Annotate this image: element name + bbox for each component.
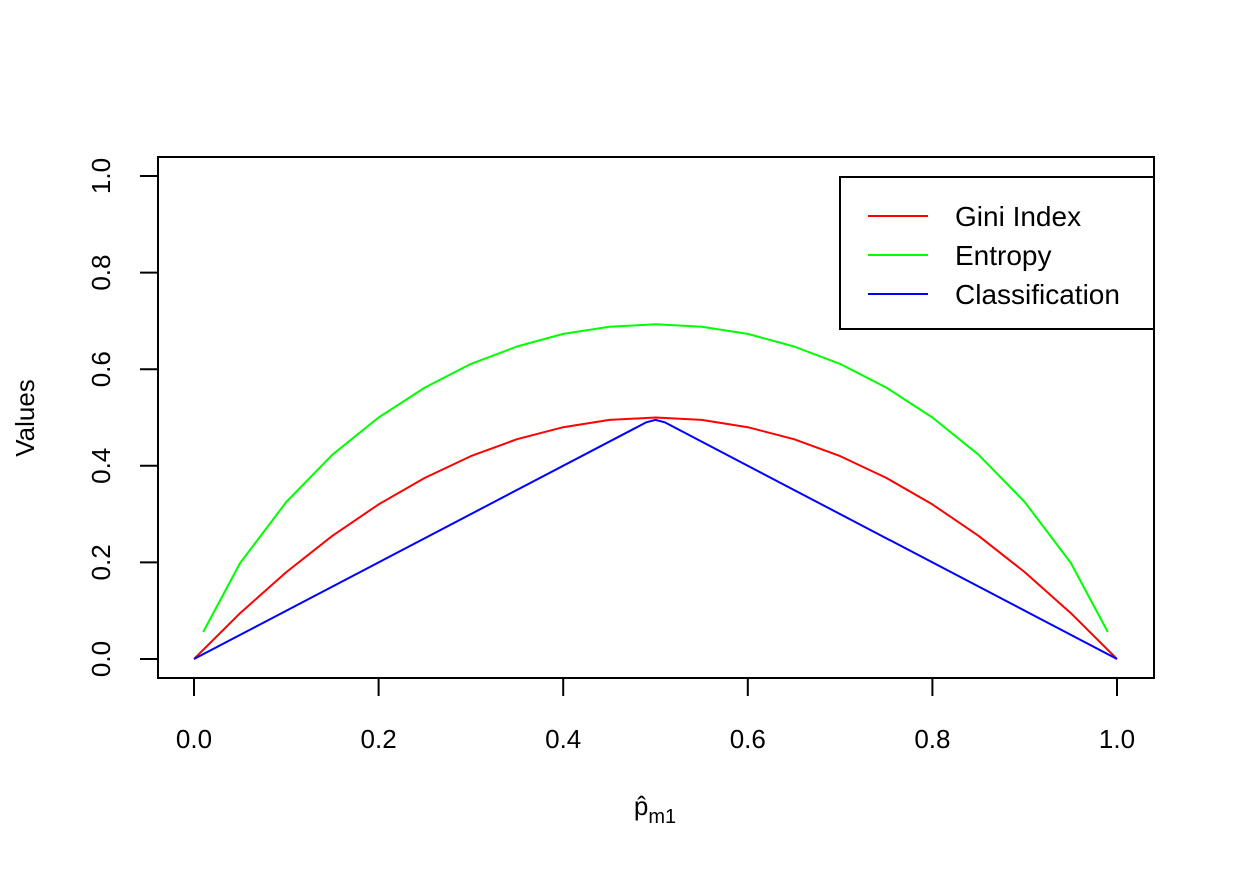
series-line-entropy [202, 323, 1109, 633]
legend-label-entropy: Entropy [955, 240, 1052, 271]
legend-label-classification: Classification [955, 279, 1120, 310]
legend-label-gini-index: Gini Index [955, 201, 1081, 232]
y-axis-title: Values [10, 379, 40, 457]
y-tick-label: 0.8 [86, 255, 116, 291]
y-tick-label: 0.6 [86, 351, 116, 387]
x-axis: 0.0 0.2 0.4 0.6 0.8 1.0 [176, 677, 1135, 754]
x-tick-label: 0.4 [545, 724, 581, 754]
legend-items: Gini Index Entropy Classification [868, 201, 1120, 310]
legend: Gini Index Entropy Classification [839, 176, 1155, 330]
x-axis-title: p̂m1 [634, 791, 676, 828]
x-tick-label: 1.0 [1099, 724, 1135, 754]
y-tick-label: 0.2 [86, 544, 116, 580]
series-line-classification [193, 418, 1118, 660]
y-tick-label: 0.4 [86, 448, 116, 484]
x-tick-label: 0.2 [361, 724, 397, 754]
x-axis-title-main: p̂ [634, 791, 648, 821]
series-layer [193, 323, 1118, 660]
legend-box [839, 176, 1155, 330]
x-tick-label: 0.0 [176, 724, 212, 754]
x-tick-label: 0.8 [914, 724, 950, 754]
y-tick-label: 0.0 [86, 641, 116, 677]
x-axis-title-subscript: m1 [648, 806, 676, 828]
y-tick-label: 1.0 [86, 158, 116, 194]
x-tick-label: 0.6 [730, 724, 766, 754]
y-axis: 0.0 0.2 0.4 0.6 0.8 1.0 [86, 158, 159, 677]
series-line-gini-index [193, 416, 1118, 660]
